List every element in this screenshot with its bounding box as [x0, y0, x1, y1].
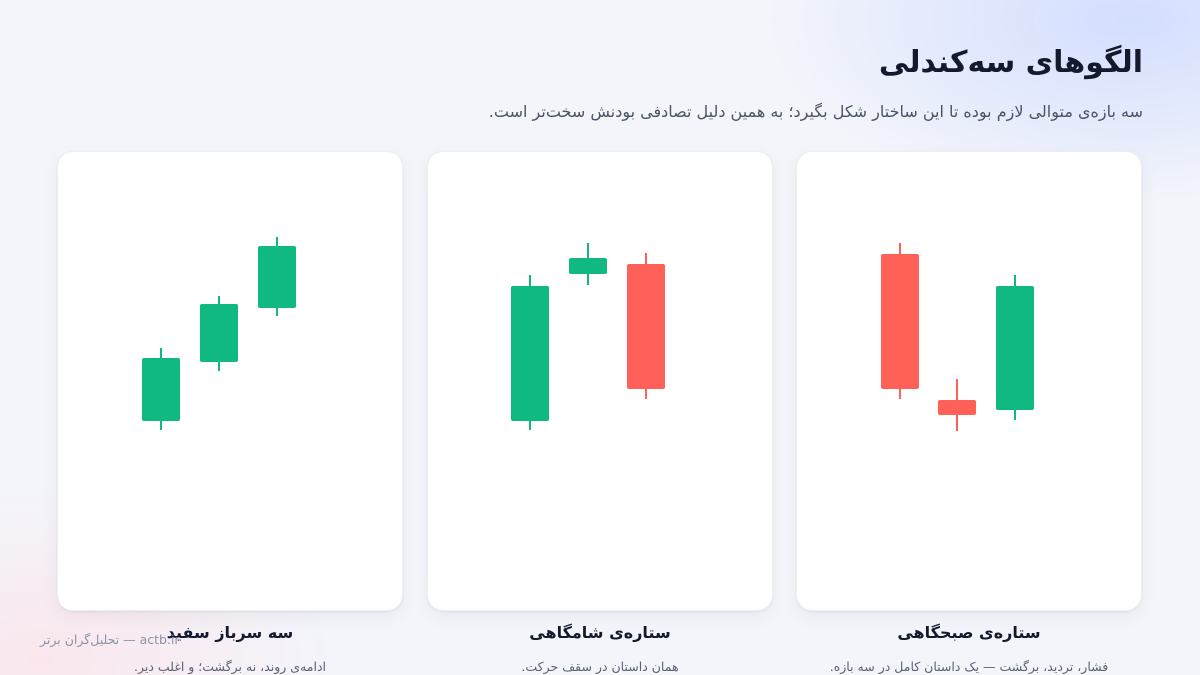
card-morning-star: ستاره‌ی صبحگاهی فشار، تردید، برگشت — یک …: [796, 151, 1142, 674]
page-subtitle: سه بازه‌ی متوالی لازم بوده تا این ساختار…: [488, 102, 1143, 121]
card-title: ستاره‌ی شامگاهی: [529, 623, 671, 642]
candle-3: [627, 253, 665, 399]
candle-2: [938, 379, 976, 431]
candle-2: [569, 243, 607, 285]
card-description: ادامه‌ی روند، نه برگشت؛ و اغلب دیر.: [134, 659, 326, 674]
candle-2-body: [938, 400, 976, 415]
candle-2-body: [569, 258, 607, 274]
card-description: فشار، تردید، برگشت — یک داستان کامل در س…: [829, 659, 1109, 674]
candle-1: [142, 348, 180, 430]
card-title: سه سرباز سفید: [166, 623, 294, 642]
candle-1: [881, 243, 919, 399]
morning-star-candles: [881, 243, 1034, 431]
candle-3-body: [996, 286, 1034, 410]
candle-3-body: [627, 264, 665, 389]
evening-star-candles: [511, 243, 665, 430]
three-white-soldiers-candles: [142, 237, 296, 430]
candle-2-body: [200, 304, 238, 362]
candle-1-body: [511, 286, 549, 421]
candle-2: [200, 296, 238, 371]
candle-1-body: [881, 254, 919, 389]
page-title: الگوهای سه‌کندلی: [878, 45, 1143, 80]
candle-3: [258, 237, 296, 316]
card-three-white-soldiers: سه سرباز سفید ادامه‌ی روند، نه برگشت؛ و …: [57, 151, 403, 674]
card-evening-star: ستاره‌ی شامگاهی همان داستان در سقف حرکت.: [427, 151, 773, 674]
footer-credit: actb.ir — تحلیل‌گران برتر: [40, 632, 180, 647]
card-description: همان داستان در سقف حرکت.: [521, 659, 679, 674]
page-header: الگوهای سه‌کندلی سه بازه‌ی متوالی لازم ب…: [57, 40, 1143, 124]
card-title: ستاره‌ی صبحگاهی: [897, 623, 1041, 642]
candle-3-body: [258, 246, 296, 308]
candle-3: [996, 275, 1034, 420]
candle-1-body: [142, 358, 180, 421]
candle-1: [511, 275, 549, 430]
